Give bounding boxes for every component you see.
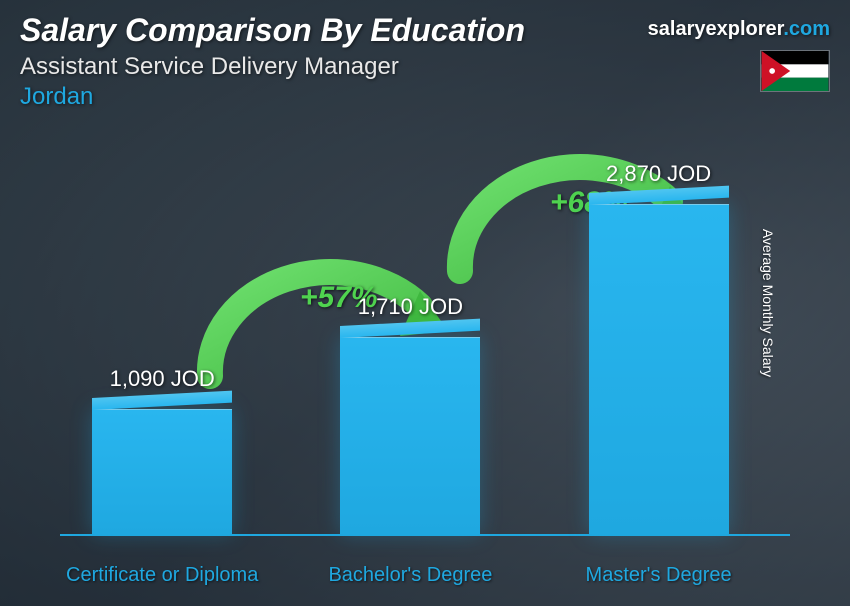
bar: 2,870 JOD — [589, 204, 729, 534]
bar: 1,710 JOD — [340, 337, 480, 534]
brand-suffix: .com — [783, 18, 830, 40]
bar-category-label: Master's Degree — [549, 564, 769, 586]
bar-value: 2,870 JOD — [606, 161, 711, 187]
brand-name: salaryexplorer — [648, 18, 784, 40]
jordan-flag-icon — [760, 50, 830, 92]
bar-value: 1,090 JOD — [110, 366, 215, 392]
brand-logo: salaryexplorer.com — [648, 18, 830, 41]
chart-baseline — [60, 534, 790, 536]
bar-category-label: Certificate or Diploma — [52, 564, 272, 586]
bar: 1,090 JOD — [92, 409, 232, 534]
bar-chart: +57% +68% 1,090 JODCertificate or Diplom… — [60, 106, 790, 586]
job-title: Assistant Service Delivery Manager — [20, 53, 830, 81]
bar-category-label: Bachelor's Degree — [300, 564, 520, 586]
bar-value: 1,710 JOD — [358, 294, 463, 320]
